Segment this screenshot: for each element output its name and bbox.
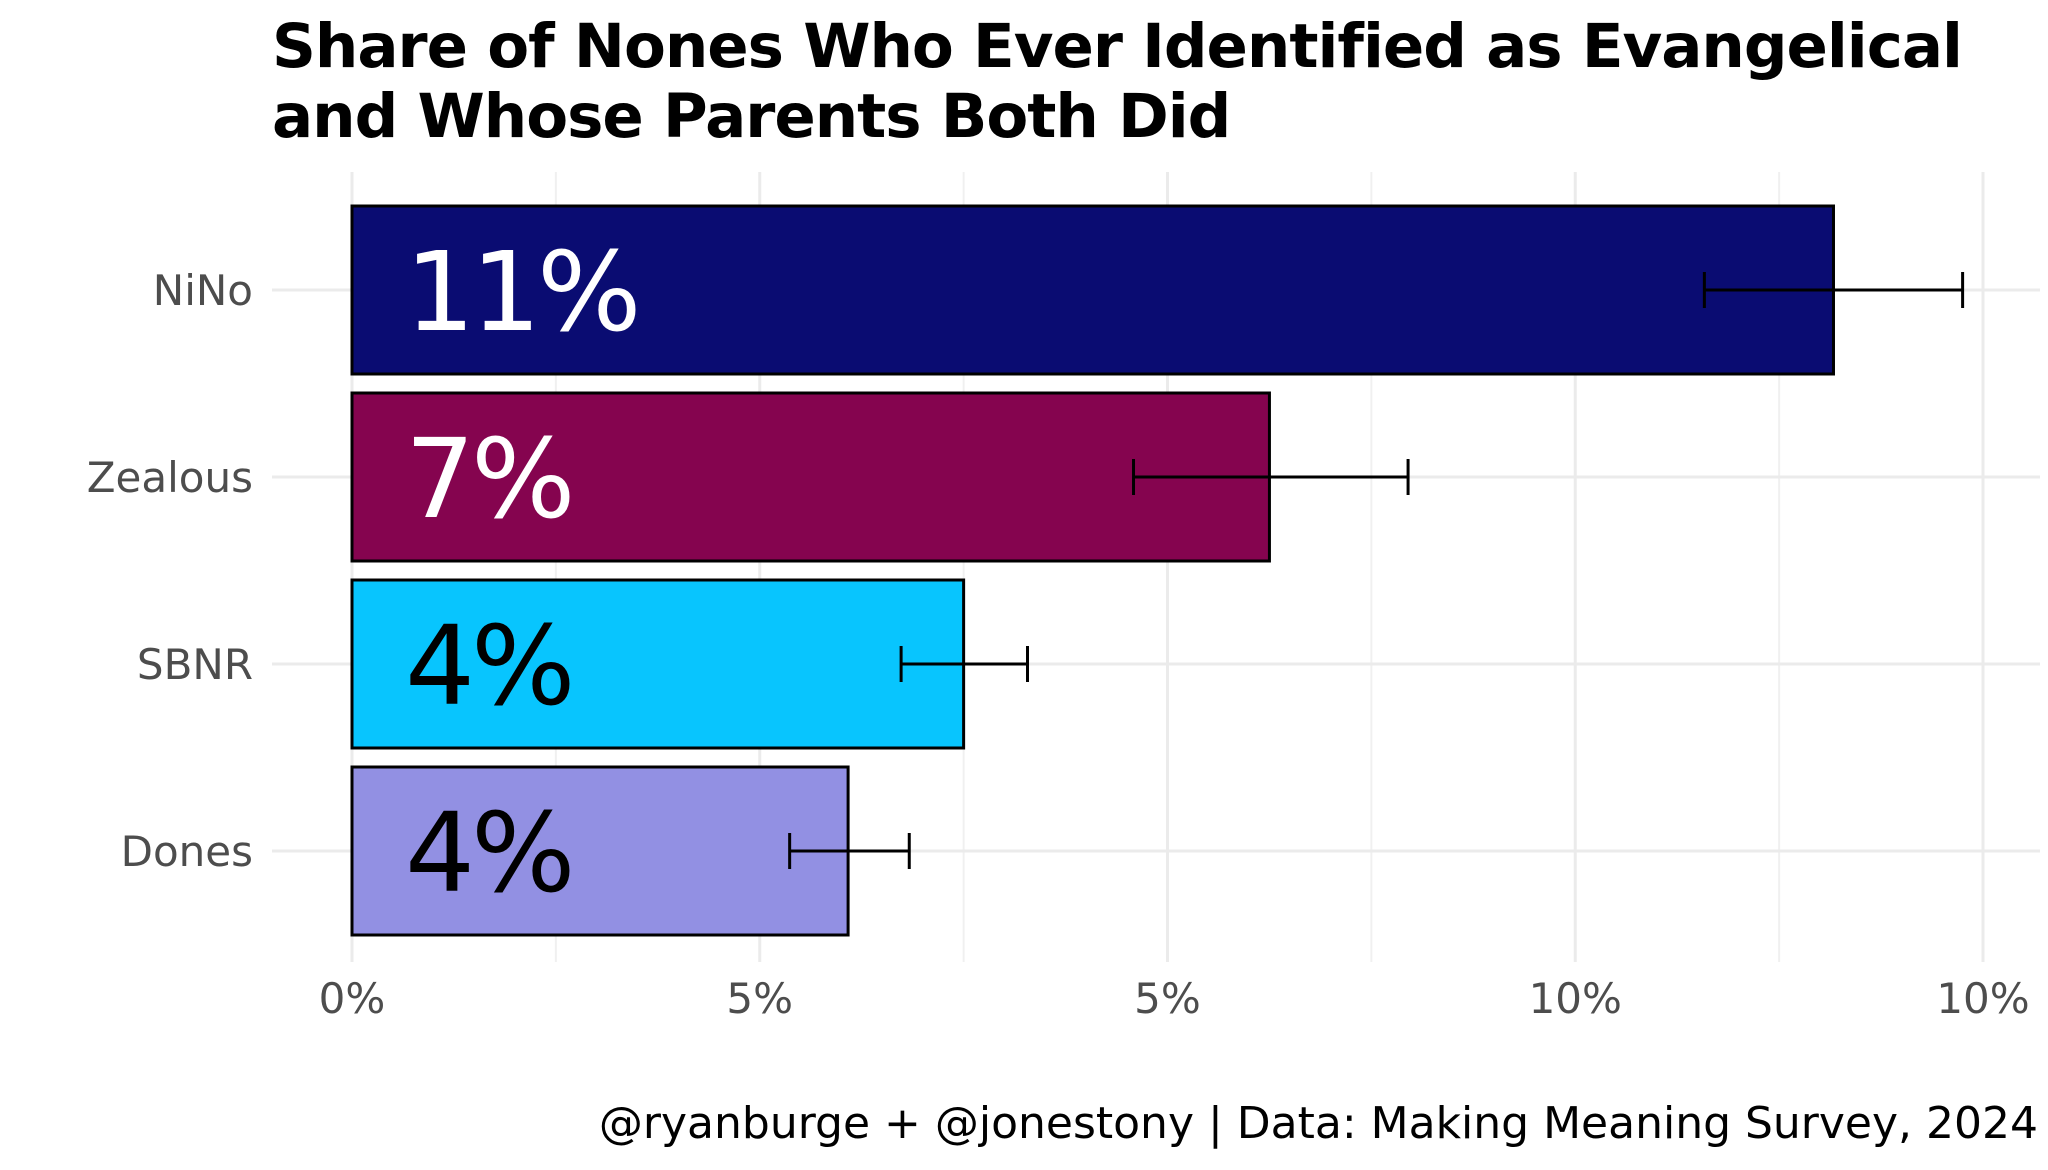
data-label-nino: 11%: [405, 228, 638, 356]
error-bar-zealous: [1132, 459, 1410, 495]
x-tick-label: 10%: [1936, 974, 2029, 1023]
bar-nino: [350, 204, 1835, 376]
bar-dones: [350, 765, 850, 937]
error-bar-nino: [1702, 272, 1965, 308]
x-tick-label: 0%: [319, 974, 386, 1023]
bar-zealous: [350, 391, 1271, 563]
data-labels: 11% 7% 4% 4%: [405, 228, 642, 917]
chart-title: Share of Nones Who Ever Identified as Ev…: [272, 12, 2012, 152]
data-label-dones: 4%: [405, 789, 572, 917]
y-label-sbnr: SBNR: [137, 640, 253, 689]
x-axis-tick-labels: 0% 5% 5% 10% 10%: [319, 974, 2030, 1023]
bar-sbnr: [350, 578, 966, 750]
x-tick-label: 10%: [1529, 974, 1622, 1023]
chart-title-line-1: Share of Nones Who Ever Identified as Ev…: [272, 11, 1963, 82]
x-tick-label: 5%: [726, 974, 793, 1023]
y-label-zealous: Zealous: [87, 453, 253, 502]
error-bars: [788, 272, 1965, 869]
source-caption: @ryanburge + @jonestony | Data: Making M…: [598, 1098, 2038, 1149]
x-tick-label: 5%: [1134, 974, 1201, 1023]
y-axis-labels: NiNo Zealous SBNR Dones: [87, 266, 253, 876]
error-bar-sbnr: [899, 646, 1030, 682]
data-label-zealous: 7%: [405, 415, 572, 543]
chart-title-line-2: and Whose Parents Both Did: [272, 81, 1231, 152]
bars: [350, 204, 1835, 937]
y-label-nino: NiNo: [153, 266, 253, 315]
data-label-sbnr: 4%: [405, 602, 572, 730]
y-label-dones: Dones: [121, 827, 253, 876]
error-bar-dones: [788, 833, 911, 869]
